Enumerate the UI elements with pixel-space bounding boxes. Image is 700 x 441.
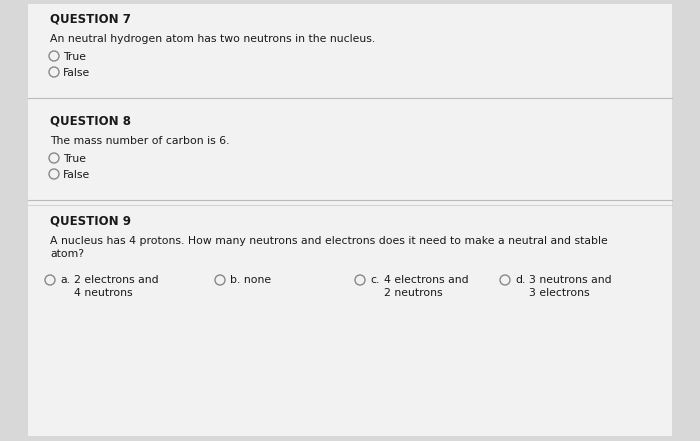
Text: False: False <box>63 68 90 78</box>
Text: QUESTION 7: QUESTION 7 <box>50 12 131 25</box>
Text: False: False <box>63 170 90 180</box>
Text: a.: a. <box>60 275 70 285</box>
Text: 3 electrons: 3 electrons <box>529 288 589 298</box>
Text: 2 neutrons: 2 neutrons <box>384 288 442 298</box>
Text: QUESTION 8: QUESTION 8 <box>50 114 131 127</box>
Text: 4 neutrons: 4 neutrons <box>74 288 132 298</box>
Text: QUESTION 9: QUESTION 9 <box>50 214 131 227</box>
FancyBboxPatch shape <box>28 4 672 436</box>
Text: An neutral hydrogen atom has two neutrons in the nucleus.: An neutral hydrogen atom has two neutron… <box>50 34 375 44</box>
Text: c.: c. <box>370 275 379 285</box>
Text: atom?: atom? <box>50 249 84 259</box>
Text: 3 neutrons and: 3 neutrons and <box>529 275 612 285</box>
Text: True: True <box>63 154 86 164</box>
Text: The mass number of carbon is 6.: The mass number of carbon is 6. <box>50 136 230 146</box>
Text: d.: d. <box>515 275 526 285</box>
Text: b. none: b. none <box>230 275 271 285</box>
Text: True: True <box>63 52 86 62</box>
Text: 4 electrons and: 4 electrons and <box>384 275 468 285</box>
Text: 2 electrons and: 2 electrons and <box>74 275 159 285</box>
Text: A nucleus has 4 protons. How many neutrons and electrons does it need to make a : A nucleus has 4 protons. How many neutro… <box>50 236 608 246</box>
